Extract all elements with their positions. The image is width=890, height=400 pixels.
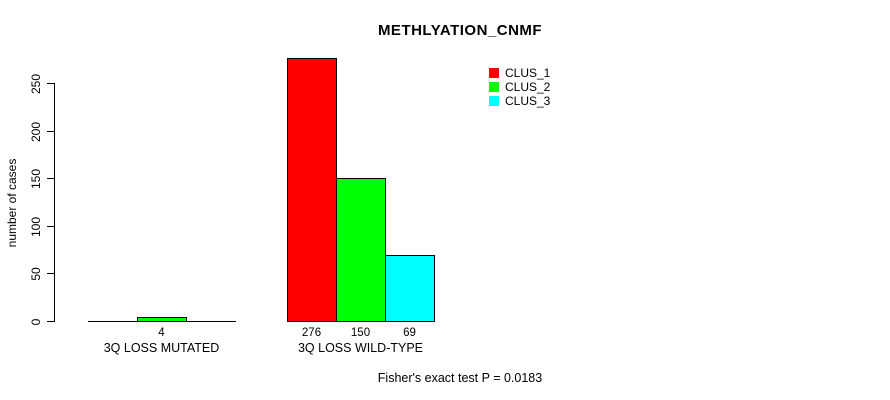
y-tick: [47, 83, 54, 84]
legend-swatch-clus_1: [489, 68, 499, 78]
bar-clus_2-1: [137, 317, 187, 322]
bar-clus_2-2: [336, 178, 386, 322]
y-tick: [47, 321, 54, 322]
y-tick-label: 250: [29, 73, 43, 94]
y-axis-line: [54, 83, 55, 322]
bar-clus_3-2: [385, 255, 435, 322]
bar-clus_1-2: [287, 58, 337, 322]
chart-title: METHLYATION_CNMF: [377, 22, 543, 39]
fisher-test-annotation: Fisher's exact test P = 0.0183: [377, 371, 543, 385]
legend-swatch-clus_3: [489, 96, 499, 106]
legend-item-clus_1: CLUS_1: [489, 66, 569, 81]
bar-value-label: 4: [158, 327, 165, 339]
bar-value-label: 276: [301, 327, 322, 339]
y-tick: [47, 131, 54, 132]
legend-swatch-clus_2: [489, 82, 499, 92]
legend-label: CLUS_3: [505, 94, 551, 108]
bar-value-label: 69: [403, 327, 416, 339]
legend-item-clus_3: CLUS_3: [489, 94, 569, 109]
y-tick-label: 0: [29, 318, 43, 325]
y-tick: [47, 226, 54, 227]
y-tick-label: 150: [29, 168, 43, 189]
category-label-2: 3Q LOSS WILD-TYPE: [297, 341, 424, 355]
y-tick-label: 50: [29, 266, 43, 281]
legend-label: CLUS_1: [505, 66, 551, 80]
y-tick: [47, 273, 54, 274]
y-tick-label: 200: [29, 121, 43, 142]
category-label-1: 3Q LOSS MUTATED: [103, 341, 220, 355]
legend-label: CLUS_2: [505, 80, 551, 94]
bar-value-label: 150: [350, 327, 371, 339]
y-tick: [47, 178, 54, 179]
y-tick-label: 100: [29, 216, 43, 237]
legend-item-clus_2: CLUS_2: [489, 80, 569, 95]
